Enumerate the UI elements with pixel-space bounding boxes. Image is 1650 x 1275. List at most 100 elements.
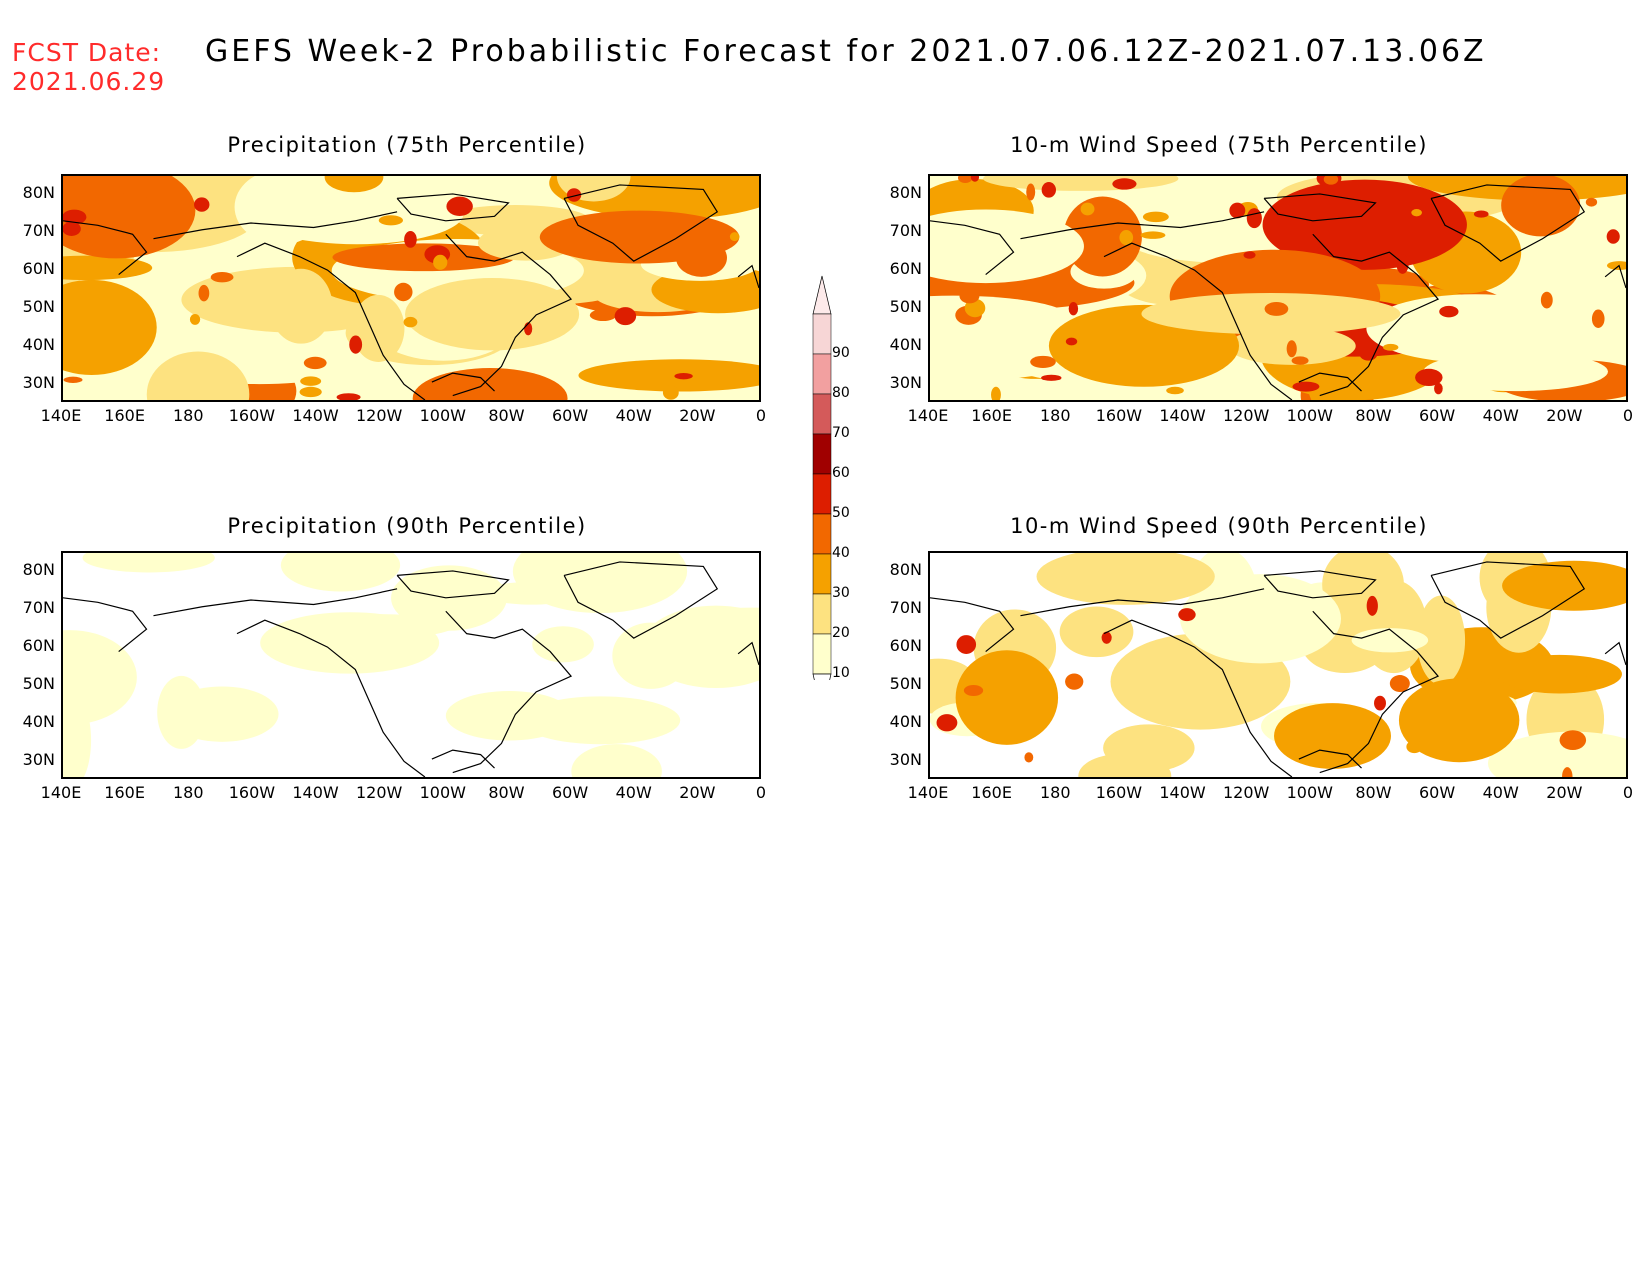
probability-shading [1322, 553, 1404, 625]
lon-tick-label: 160E [971, 783, 1012, 802]
lon-tick-label: 20W [1546, 783, 1583, 802]
colorbar-swatch [812, 433, 832, 475]
lon-tick-label: 140W [292, 783, 339, 802]
probability-shading [539, 210, 740, 264]
lon-tick-label: 160W [228, 406, 276, 425]
panel-title-precip-75: Precipitation (75th Percentile) [227, 133, 587, 157]
coastline [236, 619, 426, 777]
lat-tick-label: 30N [22, 750, 55, 769]
map-svg [63, 553, 759, 777]
probability-shading [324, 176, 384, 193]
coastline [1430, 184, 1586, 262]
probability-shading [63, 209, 87, 225]
probability-shading [121, 190, 148, 201]
lon-tick-label: 140E [40, 783, 82, 802]
probability-shading [566, 188, 582, 202]
lon-tick-label: 180 [172, 406, 204, 425]
probability-shading [1041, 374, 1062, 381]
probability-shading [394, 282, 413, 302]
probability-shading [970, 176, 980, 182]
map-precip-90 [61, 551, 761, 779]
map-svg [930, 176, 1626, 400]
probability-shading [1101, 631, 1112, 644]
lon-tick-label: 100W [419, 783, 466, 802]
probability-shading [1041, 182, 1056, 198]
probability-shading [1140, 231, 1166, 239]
probability-shading [1487, 731, 1626, 777]
probability-shading [146, 351, 250, 400]
probability-shading [1396, 254, 1409, 274]
colorbar-swatch [812, 393, 832, 435]
coastline [396, 570, 510, 599]
probability-shading [405, 278, 580, 351]
probability-shading [1178, 608, 1196, 622]
probability-shading [189, 313, 201, 325]
probability-shading [1389, 675, 1410, 692]
map-precip-75 [61, 174, 761, 402]
probability-shading [210, 271, 234, 283]
probability-shading [63, 255, 153, 281]
lon-tick-label: 160E [104, 406, 145, 425]
probability-shading [198, 284, 210, 302]
coastline [236, 242, 426, 400]
lat-tick-label: 50N [22, 674, 55, 693]
probability-shading [571, 744, 662, 777]
lon-tick-label: 20W [679, 406, 716, 425]
lon-tick-label: 40W [615, 783, 652, 802]
coastline [930, 597, 1015, 653]
lon-tick-label: 0 [1622, 783, 1634, 802]
lon-tick-label: 140E [907, 783, 949, 802]
map-svg [63, 176, 759, 400]
colorbar-label: 60 [832, 465, 850, 481]
probability-shading [589, 309, 617, 322]
probability-shading [1142, 211, 1169, 223]
probability-shading [674, 372, 693, 380]
coastline [1103, 242, 1293, 400]
lon-tick-label: 160E [971, 406, 1012, 425]
probability-shading [532, 626, 594, 663]
lon-tick-label: 180 [1039, 406, 1071, 425]
probability-shading [332, 243, 515, 272]
colorbar-bottom-arrow [812, 673, 832, 680]
probability-shading [1586, 668, 1609, 688]
probability-shading [1434, 382, 1443, 395]
probability-shading [1180, 574, 1341, 664]
probability-shading [1065, 673, 1084, 690]
probability-shading [1439, 305, 1459, 318]
probability-shading [1562, 767, 1573, 777]
map-wind-90 [928, 551, 1628, 779]
lon-tick-label: 160W [1095, 783, 1143, 802]
lon-tick-label: 40W [1482, 783, 1519, 802]
probability-shading [578, 359, 759, 392]
probability-shading [1291, 356, 1309, 365]
probability-shading [1374, 695, 1386, 711]
probability-shading [512, 553, 688, 613]
probability-shading [956, 635, 977, 654]
probability-shading [991, 386, 1001, 400]
probability-shading [1119, 229, 1134, 246]
probability-shading [1068, 302, 1079, 316]
coastline [1298, 749, 1362, 769]
lat-tick-label: 30N [889, 373, 922, 392]
probability-shading [1030, 355, 1056, 368]
probability-shading [63, 630, 137, 725]
probability-shading [1351, 628, 1429, 653]
probability-shading [1473, 210, 1489, 218]
probability-shading [1292, 381, 1320, 392]
probability-shading [1262, 179, 1467, 270]
probability-shading [171, 197, 183, 213]
probability-shading [1411, 209, 1422, 217]
coastline [1020, 588, 1265, 617]
probability-shading [1078, 753, 1172, 777]
lon-tick-label: 140W [1159, 783, 1206, 802]
probability-shading [930, 209, 1084, 284]
probability-shading [1585, 197, 1598, 207]
lon-tick-label: 60W [551, 783, 589, 802]
coastline [431, 372, 495, 392]
probability-shading [349, 335, 363, 354]
probability-shading [1423, 351, 1608, 392]
probability-shading [352, 294, 405, 362]
lon-tick-label: 20W [1546, 406, 1583, 425]
probability-shading [1024, 752, 1034, 763]
coastline [563, 561, 719, 639]
